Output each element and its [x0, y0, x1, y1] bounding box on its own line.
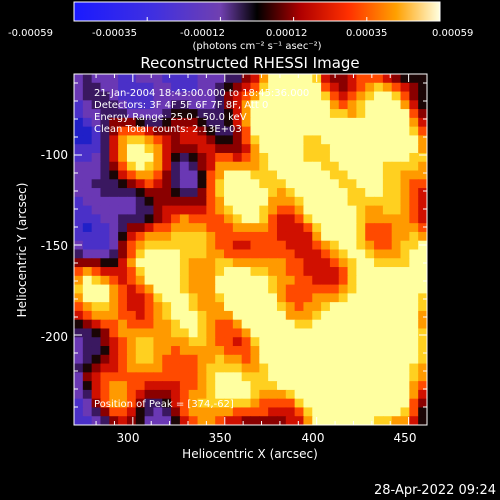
annotation-energy-range: Energy Range: 25.0 - 50.0 keV [94, 112, 247, 123]
x-tick-label: 450 [394, 431, 417, 445]
axis-ticks [74, 74, 428, 426]
y-tick-label: -150 [41, 239, 68, 253]
y-tick-label: -100 [41, 148, 68, 162]
annotation-peak-position: Position of Peak = [374,-62] [94, 399, 234, 410]
heatmap-image [74, 74, 427, 425]
x-tick-label: 350 [209, 431, 232, 445]
y-axis-label: Heliocentric Y (arcsec) [15, 183, 29, 318]
annotation-clean-counts: Clean Total counts: 2.13E+03 [94, 124, 242, 135]
chart-title: Reconstructed RHESSI Image [140, 54, 359, 72]
annotation-detectors: Detectors: 3F 4F 5F 6F 7F 8F, Att 0 [94, 100, 268, 111]
colorbar-tick-label: -0.00012 [180, 28, 225, 39]
x-tick-label: 400 [302, 431, 325, 445]
colorbar-unit-label: (photons cm⁻² s⁻¹ asec⁻²) [192, 41, 321, 52]
colorbar-tick-label: -0.00059 [8, 28, 53, 39]
colorbar-tick-label: 0.00035 [346, 28, 387, 39]
y-tick-label: -200 [41, 330, 68, 344]
colorbar-ticks [73, 17, 441, 21]
colorbar-tick-label: -0.00035 [92, 28, 137, 39]
x-axis-label: Heliocentric X (arcsec) [182, 447, 318, 461]
colorbar [73, 1, 441, 22]
x-tick-label: 300 [117, 431, 140, 445]
footer-timestamp: 28-Apr-2022 09:24 [374, 483, 496, 498]
colorbar-tick-label: 0.00012 [266, 28, 307, 39]
plot-frame [73, 73, 428, 426]
colorbar-tick-label: 0.00059 [432, 28, 473, 39]
annotation-time-range: 21-Jan-2004 18:43:00.000 to 18:45:36.000 [94, 88, 309, 99]
